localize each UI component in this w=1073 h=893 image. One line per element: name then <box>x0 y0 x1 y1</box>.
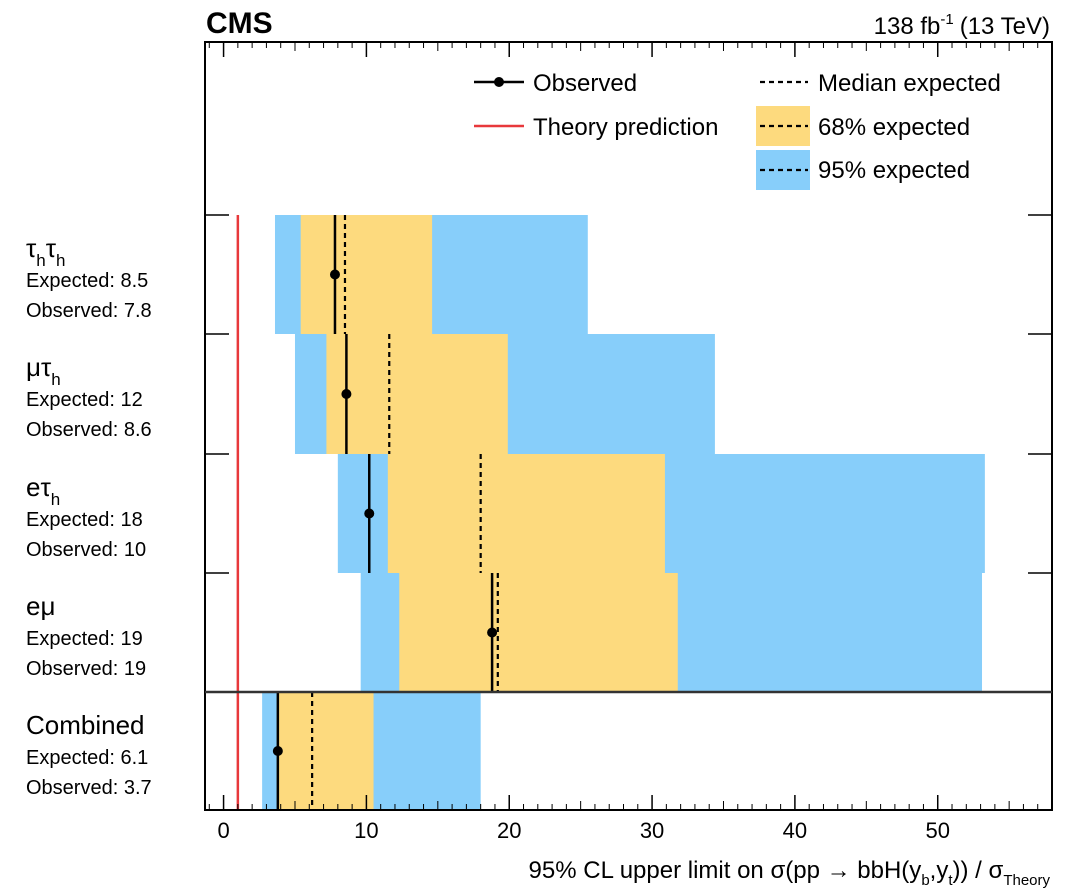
x-axis-label-mid: ,y <box>930 857 949 884</box>
x-tick-label: 50 <box>925 818 949 843</box>
category-name-part: μ <box>40 591 55 621</box>
x-axis-label: 95% CL upper limit on σ(pp → bbH(yb,yt))… <box>529 857 1051 889</box>
observed-value-label: Observed: 8.6 <box>26 419 152 441</box>
band68-bar <box>387 454 665 573</box>
x-tick-label: 0 <box>217 818 229 843</box>
category-name: Combined <box>26 710 145 740</box>
x-tick-label: 30 <box>640 818 664 843</box>
observed-value-label: Observed: 7.8 <box>26 300 152 322</box>
observed-marker <box>487 627 498 638</box>
category-name-part: τ <box>41 352 52 382</box>
category-name: eτh <box>26 472 60 509</box>
expected-value-label: Expected: 12 <box>26 389 143 411</box>
x-axis-label-sub-t: t <box>948 872 953 889</box>
legend: Observed Median expected Theory predicti… <box>474 70 1001 190</box>
category-name-part: τ <box>46 233 57 263</box>
x-tick-label: 20 <box>497 818 521 843</box>
category-name-part: τ <box>40 472 51 502</box>
legend-band95: 95% expected <box>756 150 970 190</box>
legend-median: Median expected <box>760 70 1001 97</box>
category-name-sub: h <box>51 370 60 389</box>
legend-band68: 68% expected <box>756 106 970 146</box>
lumi-label: 138 fb-1 (13 TeV) <box>874 11 1050 40</box>
category-name-part: e <box>26 591 40 621</box>
x-axis-label-sub-theory: Theory <box>1003 872 1050 889</box>
x-axis-label-sub-b: b <box>921 872 929 889</box>
legend-band95-label: 95% expected <box>818 157 970 184</box>
lumi-exponent: -1 <box>940 11 953 28</box>
category-name-part: e <box>26 472 40 502</box>
plot-frame <box>204 41 1053 811</box>
category-name-part: μ <box>26 352 41 382</box>
band68-group <box>277 215 678 810</box>
category-tick-marks <box>205 214 1052 574</box>
category-name-part: Combined <box>26 710 145 740</box>
observed-marker <box>341 389 352 399</box>
expected-value-label: Expected: 8.5 <box>26 270 148 292</box>
legend-observed-label: Observed <box>533 70 637 97</box>
observed-marker <box>329 269 340 280</box>
x-axis-label-post: )) / σ <box>953 857 1004 884</box>
observed-group <box>272 215 498 810</box>
observed-marker <box>364 508 375 519</box>
legend-band68-label: 68% expected <box>818 114 970 141</box>
category-name: eμ <box>26 591 55 621</box>
band68-bar <box>326 334 508 454</box>
category-name: τhτh <box>26 233 66 270</box>
x-tick-label: 40 <box>783 818 807 843</box>
x-tick-label: 10 <box>354 818 378 843</box>
legend-median-label: Median expected <box>818 70 1001 97</box>
expected-value-label: Expected: 6.1 <box>26 747 148 769</box>
lumi-value: 138 fb <box>874 13 941 40</box>
band68-bar <box>277 692 374 810</box>
legend-observed-marker <box>494 77 504 87</box>
observed-value-label: Observed: 19 <box>26 658 146 680</box>
x-axis-label-main: 95% CL upper limit on σ(pp → bbH(y <box>529 857 922 884</box>
observed-marker <box>272 746 283 756</box>
category-name: μτh <box>26 352 61 389</box>
legend-theory-label: Theory prediction <box>533 114 718 141</box>
legend-theory: Theory prediction <box>474 114 718 141</box>
category-name-part: τ <box>26 233 37 263</box>
experiment-label: CMS <box>206 7 273 40</box>
x-axis-ticks: 0 10 20 30 40 50 <box>208 42 1039 843</box>
category-name-sub: h <box>51 490 60 509</box>
observed-value-label: Observed: 3.7 <box>26 777 152 799</box>
legend-observed: Observed <box>474 70 637 97</box>
median-group <box>311 215 499 810</box>
category-name-sub: h <box>36 251 45 270</box>
band68-bar <box>300 215 433 334</box>
expected-value-label: Expected: 19 <box>26 628 143 650</box>
energy-label: (13 TeV) <box>960 13 1050 40</box>
category-name-sub: h <box>56 251 65 270</box>
expected-value-label: Expected: 18 <box>26 509 143 531</box>
observed-value-label: Observed: 10 <box>26 539 146 561</box>
band68-bar <box>399 573 678 692</box>
